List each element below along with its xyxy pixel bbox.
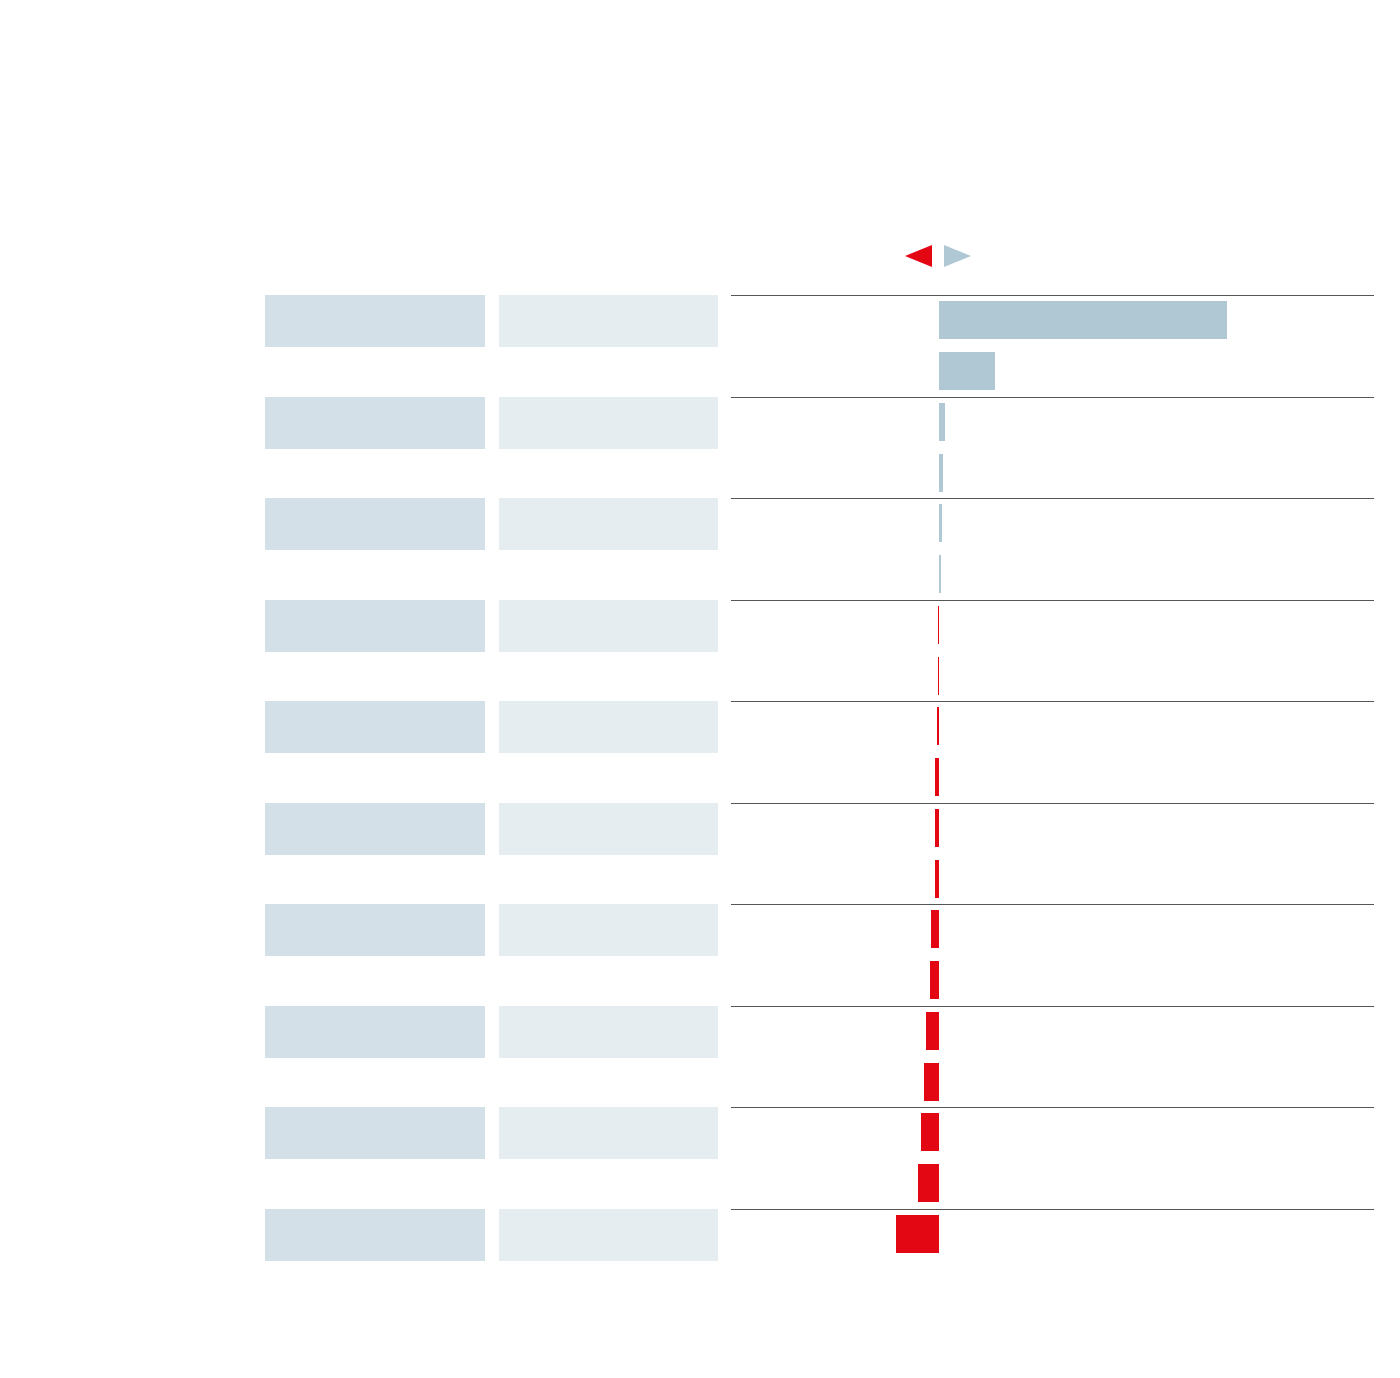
category-label: [265, 701, 485, 753]
category-sublabel: [499, 1209, 718, 1261]
category-sublabel: [499, 397, 718, 449]
category-label: [265, 904, 485, 956]
category-sublabel: [499, 295, 718, 347]
bar-negative: [924, 1063, 939, 1101]
row-divider: [731, 803, 1374, 804]
row-divider: [731, 295, 1374, 296]
bar-positive: [939, 352, 995, 390]
bar-negative: [935, 758, 939, 796]
bar-negative: [918, 1164, 939, 1202]
bar-negative: [935, 860, 939, 898]
category-label: [265, 600, 485, 652]
row-divider: [731, 397, 1374, 398]
bar-negative: [937, 707, 939, 745]
category-sublabel: [499, 1107, 718, 1159]
category-sublabel: [499, 701, 718, 753]
bar-negative: [896, 1215, 939, 1253]
category-label: [265, 1006, 485, 1058]
bar-negative: [926, 1012, 939, 1050]
bar-positive: [939, 403, 945, 441]
right-arrow-icon: [944, 245, 971, 267]
category-sublabel: [499, 600, 718, 652]
category-label: [265, 1107, 485, 1159]
category-label: [265, 397, 485, 449]
row-divider: [731, 1209, 1374, 1210]
bar-positive: [939, 454, 943, 492]
row-divider: [731, 701, 1374, 702]
category-sublabel: [499, 904, 718, 956]
row-divider: [731, 1006, 1374, 1007]
row-divider: [731, 600, 1374, 601]
category-label: [265, 1209, 485, 1261]
bar-positive: [939, 504, 942, 542]
row-divider: [731, 904, 1374, 905]
bar-positive: [939, 555, 941, 593]
category-label: [265, 498, 485, 550]
left-arrow-icon: [905, 245, 932, 267]
category-label: [265, 295, 485, 347]
category-label: [265, 803, 485, 855]
bar-negative: [935, 809, 939, 847]
row-divider: [731, 498, 1374, 499]
category-sublabel: [499, 803, 718, 855]
row-divider: [731, 1107, 1374, 1108]
bar-negative: [931, 910, 939, 948]
category-sublabel: [499, 1006, 718, 1058]
category-sublabel: [499, 498, 718, 550]
bar-positive: [939, 301, 1227, 339]
bar-negative: [938, 606, 939, 644]
bar-negative: [938, 657, 939, 695]
bar-negative: [930, 961, 939, 999]
bar-negative: [921, 1113, 939, 1151]
